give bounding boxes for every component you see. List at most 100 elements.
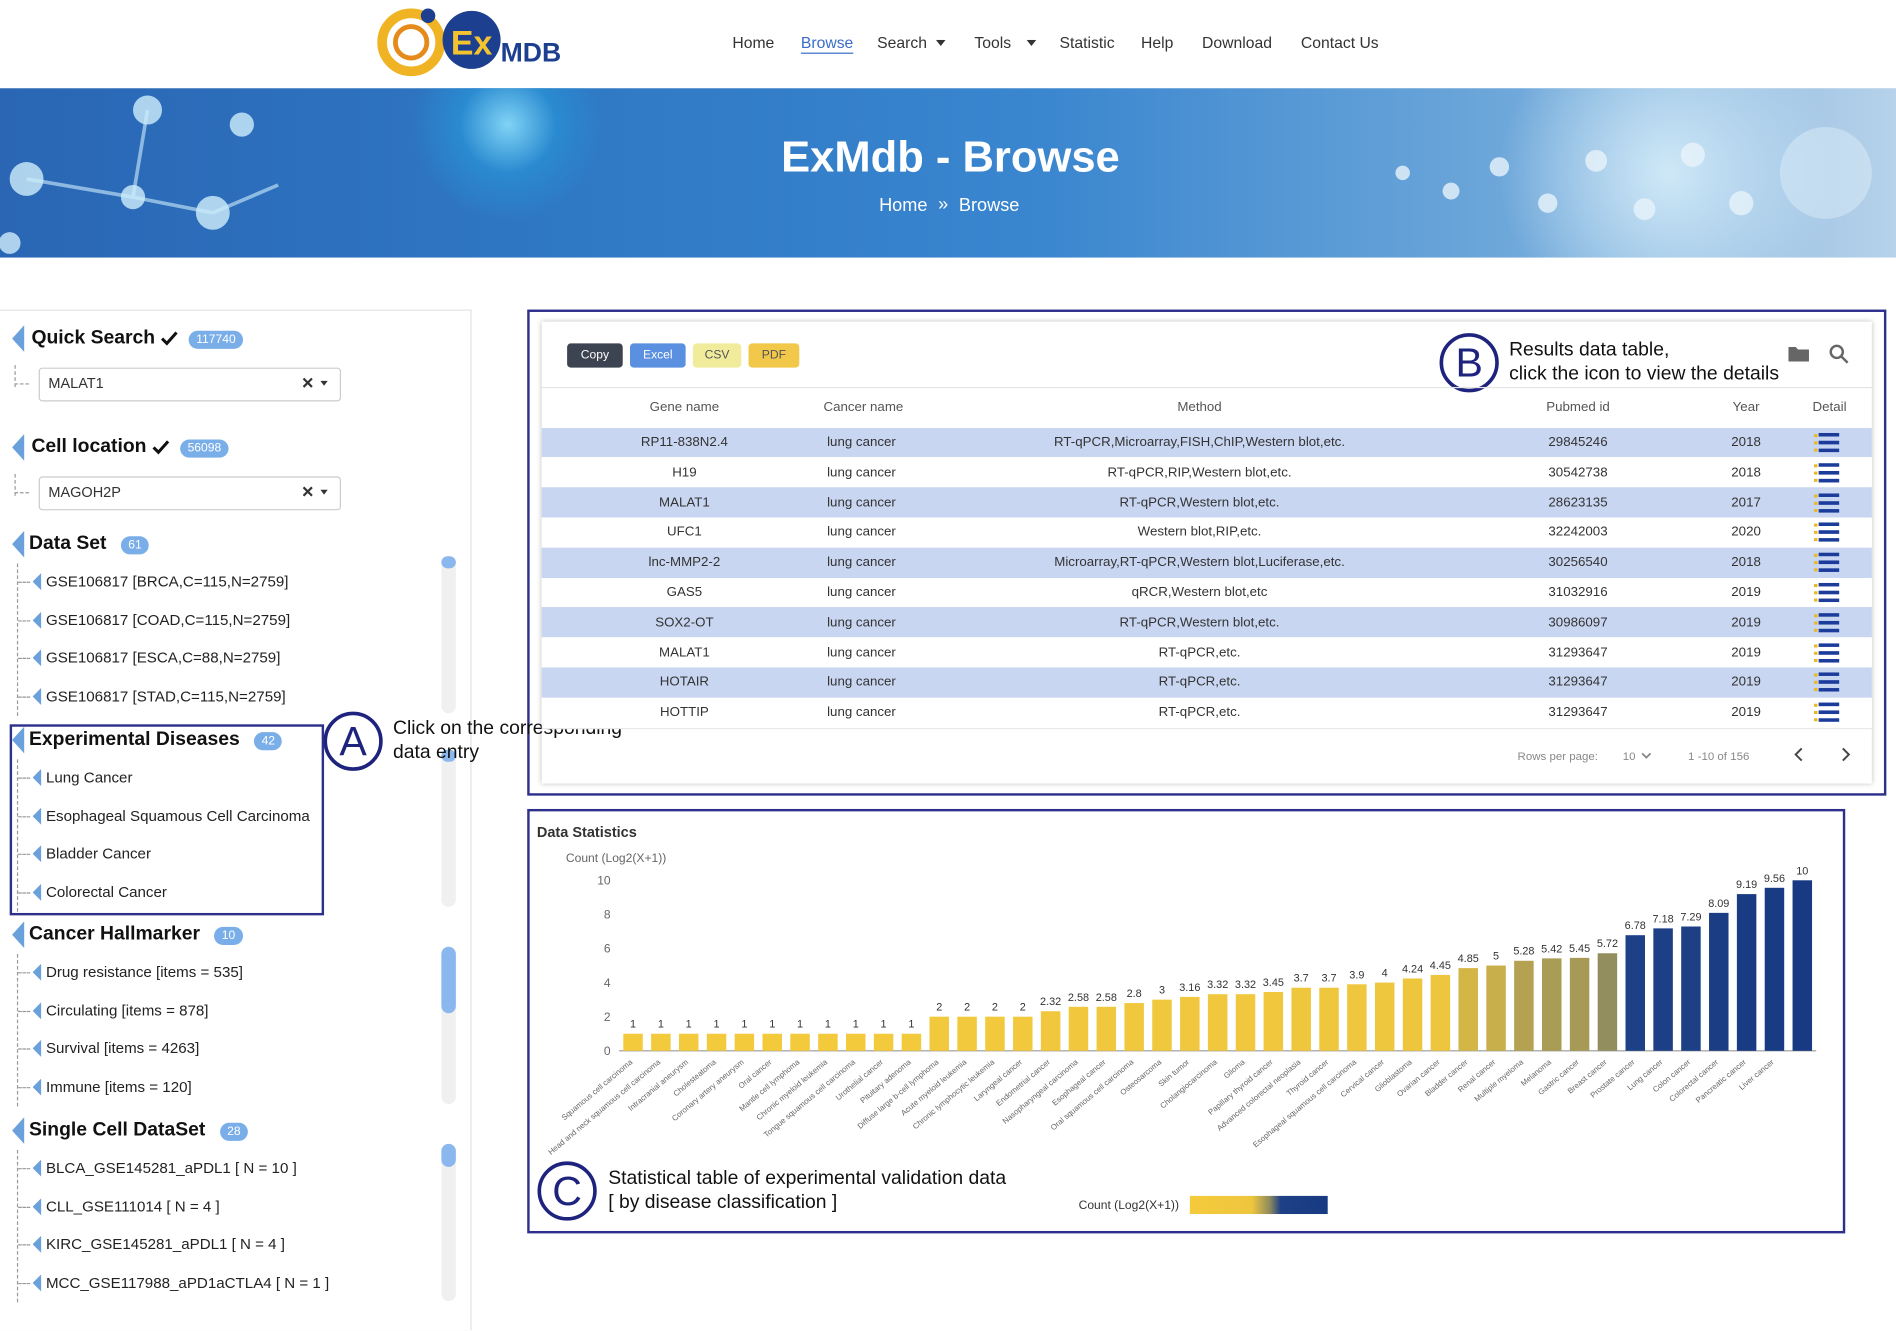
sidebar-item[interactable]: Immune [items = 120] [45, 1078, 192, 1095]
breadcrumb-home[interactable]: Home [879, 195, 928, 216]
detail-icon[interactable] [1813, 432, 1841, 453]
sidebar-item[interactable]: Lung Cancer [45, 769, 133, 786]
tree-branch [18, 1086, 31, 1088]
sidebar-item[interactable]: KIRC_GSE145281_aPDL1 [ N = 4 ] [45, 1235, 285, 1253]
detail-icon[interactable] [1813, 672, 1841, 693]
bar [1597, 953, 1618, 1051]
table-cell: lung cancer [827, 675, 896, 690]
detail-icon[interactable] [1813, 492, 1841, 513]
bar [1263, 991, 1284, 1051]
scroll-thumb[interactable] [441, 946, 456, 1014]
value-label: 1 [769, 1019, 775, 1031]
count-badge: 42 [254, 732, 283, 751]
annotation-letter: B [1455, 340, 1483, 387]
nav-link[interactable]: Download [1202, 33, 1272, 52]
bar [1681, 926, 1701, 1051]
sidebar-item[interactable]: GSE106817 [ESCA,C=88,N=2759] [45, 649, 281, 667]
rows-per-page-value[interactable]: 10 [1622, 750, 1636, 764]
value-label: 3.45 [1263, 977, 1284, 989]
detail-icon[interactable] [1813, 552, 1841, 573]
sidebar-item[interactable]: GSE106817 [COAD,C=115,N=2759] [45, 611, 291, 629]
table-cell: lung cancer [827, 435, 896, 450]
x-tick-label: Esophageal squamous cell carcinoma [1251, 1057, 1358, 1149]
nav-link[interactable]: Statistic [1059, 33, 1115, 52]
table-row[interactable] [541, 487, 1872, 519]
value-label: 4.45 [1430, 960, 1451, 972]
export-button[interactable] [629, 343, 686, 368]
detail-icon[interactable] [1813, 642, 1841, 663]
tree-branch [18, 581, 31, 584]
table-row[interactable] [541, 667, 1872, 699]
detail-icon[interactable] [1813, 612, 1841, 633]
annotation-text: Statistical table of experimental valida… [608, 1168, 1007, 1189]
table-cell: lung cancer [827, 645, 896, 660]
sidebar-item[interactable]: Esophageal Squamous Cell Carcinoma [45, 807, 310, 825]
export-button-label: CSV [704, 348, 730, 363]
nav-link[interactable]: Contact Us [1300, 33, 1379, 52]
next-page[interactable] [1840, 747, 1852, 762]
value-label: 2 [992, 1002, 998, 1014]
sidebar-item[interactable]: GSE106817 [STAD,C=115,N=2759] [45, 687, 286, 705]
sidebar-item[interactable]: GSE106817 [BRCA,C=115,N=2759] [45, 573, 289, 591]
value-label: 3.7 [1321, 973, 1336, 985]
sidebar-item[interactable]: Drug resistance [items = 535] [45, 963, 243, 981]
select-box[interactable] [38, 367, 341, 402]
value-label: 1 [741, 1019, 747, 1031]
nav-caret [1026, 39, 1037, 46]
detail-icon[interactable] [1813, 462, 1841, 483]
bar [1040, 1011, 1061, 1051]
table-row[interactable] [541, 517, 1872, 549]
value-label: 2.58 [1096, 992, 1117, 1004]
item-marker [32, 687, 42, 705]
folder-icon[interactable] [1788, 345, 1810, 362]
nav-link[interactable]: Help [1141, 33, 1174, 52]
prev-page[interactable] [1792, 747, 1804, 762]
bar [1180, 996, 1200, 1051]
scroll-thumb[interactable] [441, 1143, 456, 1167]
bar [901, 1033, 922, 1051]
table-cell: 31293647 [1548, 705, 1608, 720]
bar [1792, 880, 1813, 1051]
value-label: 2 [964, 1002, 970, 1014]
nav-link[interactable]: Home [732, 33, 775, 52]
sidebar-item[interactable]: Survival [items = 4263] [45, 1039, 200, 1057]
detail-icon[interactable] [1813, 582, 1841, 603]
annotation-circle [537, 1161, 597, 1221]
search-icon[interactable] [1828, 343, 1850, 365]
table-cell: RP11-838N2.4 [640, 435, 728, 450]
scroll-track [441, 1143, 456, 1302]
page-range: 1 -10 of 156 [1688, 750, 1750, 764]
value-label: 4.85 [1458, 953, 1479, 965]
export-button[interactable] [748, 343, 800, 368]
sidebar-item[interactable]: Circulating [items = 878] [45, 1001, 209, 1019]
bar [790, 1033, 810, 1051]
export-button[interactable] [692, 343, 742, 368]
table-cell: 32242003 [1548, 525, 1608, 540]
scroll-thumb[interactable] [441, 556, 456, 569]
sidebar-item[interactable]: BLCA_GSE145281_aPDL1 [ N = 10 ] [45, 1159, 297, 1177]
sidebar-item[interactable]: MCC_GSE117988_aPD1aCTLA4 [ N = 1 ] [45, 1273, 330, 1291]
value-label: 5.45 [1569, 943, 1590, 955]
table-row[interactable] [541, 697, 1872, 729]
table-row[interactable] [541, 637, 1872, 669]
sidebar-item[interactable]: Colorectal Cancer [45, 883, 167, 901]
scroll-thumb[interactable] [441, 749, 456, 762]
bar [1347, 984, 1367, 1051]
nav-link[interactable]: Tools [974, 33, 1012, 52]
detail-icon[interactable] [1813, 522, 1841, 543]
export-button-label: Excel [643, 348, 673, 363]
y-tick-label: 8 [604, 908, 611, 922]
nav-link[interactable]: Browse [800, 33, 854, 52]
bar [1653, 928, 1673, 1051]
nav-link[interactable]: Search [877, 33, 927, 52]
sidebar-item[interactable]: CLL_GSE111014 [ N = 4 ] [45, 1197, 220, 1215]
export-button[interactable] [567, 343, 623, 368]
sidebar-item[interactable]: Bladder Cancer [45, 845, 151, 863]
detail-icon[interactable] [1813, 702, 1841, 723]
select-box[interactable] [38, 476, 341, 511]
tree-branch [18, 1206, 31, 1208]
bar [1736, 894, 1757, 1051]
x-tick-label: Multiple myeloma [1473, 1057, 1526, 1104]
tree-branch [18, 619, 31, 622]
tree-branch [18, 1168, 31, 1170]
